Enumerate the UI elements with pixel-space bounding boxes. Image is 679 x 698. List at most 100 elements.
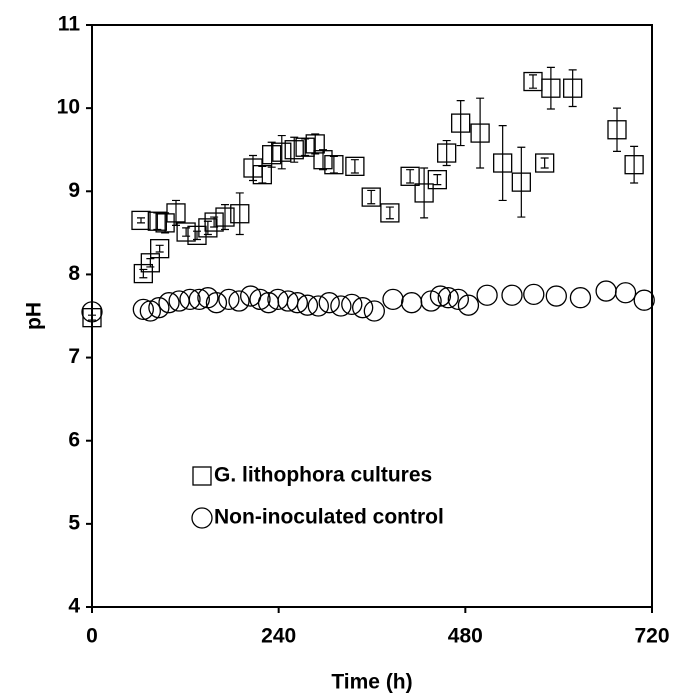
error-bar xyxy=(267,141,276,168)
error-bar xyxy=(433,174,442,186)
point xyxy=(148,297,170,319)
point xyxy=(352,297,374,319)
error-bar xyxy=(277,134,286,170)
point xyxy=(414,183,434,203)
point xyxy=(188,288,210,311)
x-tick-label: 480 xyxy=(448,625,483,648)
error-bar xyxy=(367,189,376,205)
point xyxy=(318,292,340,314)
point xyxy=(150,239,170,259)
error-bar xyxy=(350,159,359,174)
error-bar xyxy=(137,217,145,224)
point xyxy=(607,120,627,140)
point xyxy=(541,78,561,98)
error-bar xyxy=(498,125,507,202)
error-bar xyxy=(235,192,244,236)
point xyxy=(437,287,459,309)
point xyxy=(380,203,400,223)
point xyxy=(82,308,102,328)
error-bar xyxy=(153,212,162,231)
y-tick-label: 9 xyxy=(68,179,80,202)
point xyxy=(139,300,161,322)
y-tick-label: 6 xyxy=(68,428,80,451)
point xyxy=(501,284,523,306)
error-bar xyxy=(406,169,415,184)
error-bar xyxy=(630,145,639,184)
error-bar xyxy=(210,216,219,228)
error-bar xyxy=(546,66,555,110)
x-tick-label: 0 xyxy=(86,625,98,648)
error-bar xyxy=(517,146,526,218)
y-tick-label: 8 xyxy=(68,262,80,285)
point xyxy=(198,218,218,238)
point xyxy=(493,153,513,173)
point xyxy=(272,142,292,162)
point xyxy=(204,212,224,232)
x-tick-label: 240 xyxy=(261,625,296,648)
legend-marker xyxy=(192,466,212,486)
point xyxy=(451,113,471,133)
point xyxy=(179,288,201,311)
point xyxy=(470,123,490,143)
error-bar xyxy=(456,100,465,147)
error-bar xyxy=(529,74,537,89)
error-bar xyxy=(420,167,429,219)
error-bar xyxy=(161,212,170,234)
error-bar xyxy=(385,206,394,220)
point xyxy=(187,225,207,246)
point xyxy=(249,288,271,311)
point xyxy=(295,137,315,157)
point xyxy=(569,287,592,309)
point xyxy=(166,203,186,223)
legend-label: G. lithophora cultures xyxy=(214,464,432,487)
legend-label: Non-inoculated control xyxy=(214,506,444,529)
point xyxy=(228,290,250,312)
x-tick-label: 720 xyxy=(634,625,669,648)
error-bar xyxy=(442,139,451,167)
point xyxy=(624,155,644,175)
y-tick-label: 4 xyxy=(68,595,80,618)
point xyxy=(361,187,381,207)
point xyxy=(296,294,319,316)
point xyxy=(330,295,352,317)
point xyxy=(447,288,469,311)
point xyxy=(401,292,423,314)
point xyxy=(476,284,498,306)
error-bar xyxy=(258,165,267,184)
point xyxy=(523,283,545,306)
point xyxy=(252,165,272,185)
point xyxy=(511,172,531,192)
error-bar xyxy=(319,149,327,171)
error-bar xyxy=(290,136,299,163)
point xyxy=(155,213,175,233)
error-bar xyxy=(88,314,96,321)
point xyxy=(400,166,420,186)
point xyxy=(131,210,151,231)
point xyxy=(307,295,329,317)
error-bar xyxy=(155,244,164,253)
point xyxy=(313,150,333,170)
point xyxy=(176,222,196,242)
point xyxy=(147,211,167,231)
error-bar xyxy=(568,69,577,108)
point xyxy=(563,78,583,98)
y-tick-label: 5 xyxy=(68,511,80,534)
point xyxy=(158,292,180,314)
point xyxy=(535,153,555,173)
point xyxy=(218,288,240,311)
point xyxy=(284,140,304,160)
error-bar xyxy=(146,258,155,268)
point xyxy=(429,285,452,307)
error-bar xyxy=(540,157,549,169)
point xyxy=(286,292,308,314)
y-tick-label: 7 xyxy=(68,345,80,368)
point xyxy=(614,282,637,304)
y-tick-label: 11 xyxy=(58,13,81,36)
error-bar xyxy=(301,138,310,157)
point xyxy=(262,145,282,165)
point xyxy=(457,294,480,316)
error-bar xyxy=(182,227,191,237)
point xyxy=(81,301,103,323)
point xyxy=(324,155,344,175)
